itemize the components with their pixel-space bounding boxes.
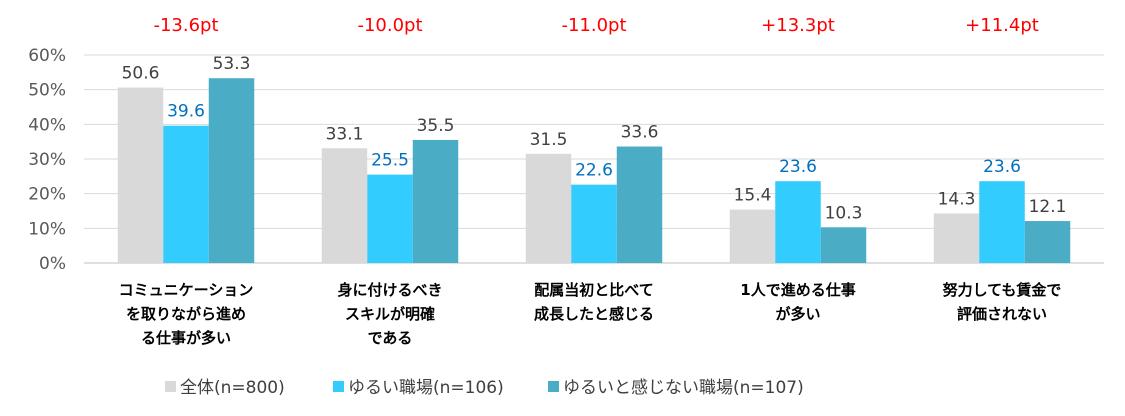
difference-label: -11.0pt: [561, 15, 626, 36]
category-label: る仕事が多い: [141, 329, 231, 347]
bar: [729, 209, 776, 263]
legend-label: ゆるいと感じない職場(n=107): [563, 378, 804, 398]
y-tick-label: 0%: [39, 254, 66, 274]
data-label: 22.6: [575, 161, 613, 181]
y-tick-label: 40%: [28, 115, 66, 135]
category-label: 配属当初と比べて: [534, 281, 653, 299]
bar: [163, 125, 209, 263]
data-label: 50.6: [122, 64, 160, 84]
bar: [820, 227, 867, 263]
bar: [933, 213, 980, 263]
bar: [1024, 221, 1071, 263]
category-label: 評価されない: [957, 305, 1047, 323]
data-label: 35.5: [417, 116, 455, 136]
data-label: 33.6: [621, 123, 659, 143]
bar: [571, 184, 617, 263]
bar: [616, 146, 663, 263]
category-label: 身に付けるべき: [337, 281, 442, 299]
bar: [979, 181, 1025, 263]
data-label: 23.6: [983, 157, 1021, 177]
bar: [208, 78, 255, 263]
category-label: である: [368, 329, 413, 347]
bars: [117, 78, 1071, 263]
y-tick-label: 20%: [28, 185, 66, 205]
y-tick-label: 30%: [28, 150, 66, 170]
value-labels: 50.6 39.6 53.3 33.1 25.5 35.5 31.5 22.6 33.6 15.4…: [122, 54, 1067, 223]
category-label: 努力しても賃金で: [943, 281, 1062, 299]
data-label: 15.4: [734, 186, 772, 206]
data-label: 23.6: [779, 157, 817, 177]
legend: 全体(n=800) ゆるい職場(n=106) ゆるいと感じない職場(n=107): [165, 378, 804, 398]
bar: [367, 174, 413, 263]
data-label: 33.1: [326, 124, 364, 144]
difference-label: +11.4pt: [965, 15, 1039, 36]
data-label: 25.5: [371, 151, 409, 171]
bar: [525, 153, 572, 263]
bar: [412, 139, 459, 263]
data-label: 39.6: [167, 102, 205, 122]
category-label: を取りながら進め: [126, 305, 246, 323]
difference-labels: -13.6pt -10.0pt -11.0pt +13.3pt +11.4pt: [153, 15, 1038, 36]
y-tick-label: 10%: [28, 219, 66, 239]
y-tick-label: 50%: [28, 81, 66, 101]
legend-swatch: [333, 381, 344, 392]
category-label: 成長したと感じる: [534, 305, 654, 323]
category-label: スキルが明確: [345, 305, 435, 323]
y-axis-ticks: 0% 10% 20% 30% 40% 50% 60%: [28, 46, 66, 274]
data-label: 53.3: [213, 54, 251, 74]
data-label: 14.3: [938, 189, 976, 209]
difference-label: +13.3pt: [761, 15, 835, 36]
legend-swatch: [548, 381, 559, 392]
category-label: が多い: [775, 305, 820, 323]
data-label: 12.1: [1029, 197, 1067, 217]
bar: [775, 181, 821, 263]
difference-label: -10.0pt: [357, 15, 422, 36]
legend-label: 全体(n=800): [180, 378, 285, 398]
category-label: コミュニケーション: [119, 281, 254, 299]
category-label: 1人で進める仕事: [740, 281, 855, 299]
difference-label: -13.6pt: [153, 15, 218, 36]
legend-swatch: [165, 381, 176, 392]
bar: [321, 148, 368, 263]
legend-label: ゆるい職場(n=106): [348, 378, 504, 398]
data-label: 10.3: [825, 203, 863, 223]
data-label: 31.5: [530, 130, 568, 150]
y-tick-label: 60%: [28, 46, 66, 66]
bar: [117, 87, 164, 263]
